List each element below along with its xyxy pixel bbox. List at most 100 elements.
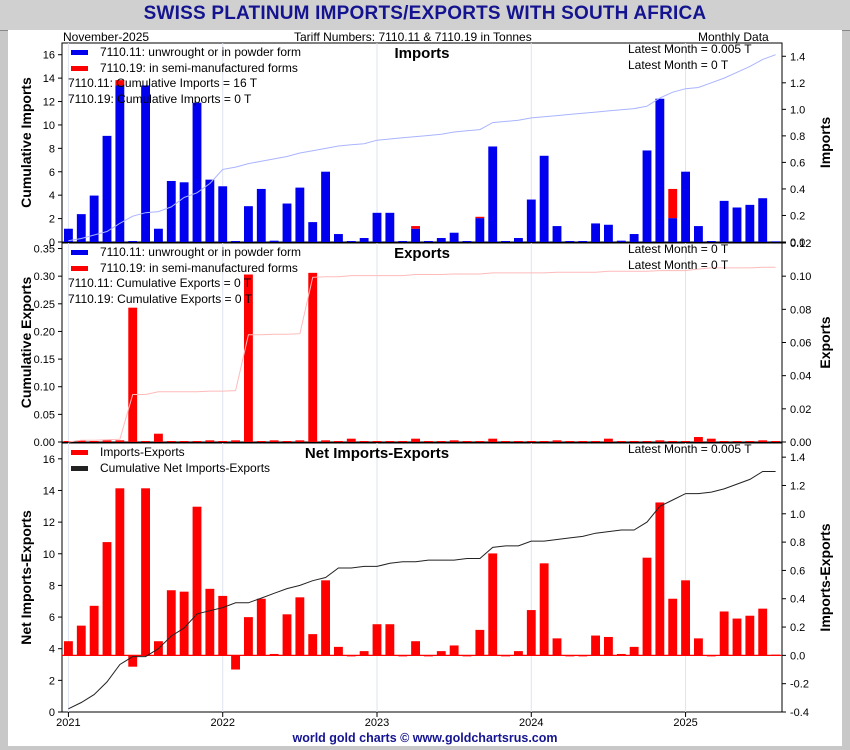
bar-7110-19 bbox=[346, 438, 356, 442]
bar-7110-11 bbox=[218, 186, 228, 242]
x-tick-label: 2022 bbox=[210, 717, 234, 729]
bar-net bbox=[565, 655, 575, 657]
bar-zero bbox=[475, 441, 485, 442]
bar-7110-11 bbox=[526, 199, 536, 242]
bar-7110-11 bbox=[282, 203, 292, 242]
bar-net bbox=[539, 563, 549, 656]
latest-month: Latest Month = 0.005 T bbox=[628, 442, 752, 456]
bar-zero bbox=[424, 241, 433, 242]
bar-7110-11 bbox=[758, 198, 768, 242]
bar-7110-11 bbox=[745, 204, 755, 242]
bar-7110-11 bbox=[76, 214, 86, 242]
right-axis-label: Imports-Exports bbox=[817, 523, 833, 631]
right-tick-label: 1.0 bbox=[790, 509, 805, 521]
bar-7110-11 bbox=[166, 180, 176, 242]
bar-net bbox=[616, 653, 626, 656]
bar-net bbox=[642, 557, 652, 656]
bar-7110-19 bbox=[758, 440, 768, 442]
x-tick-label: 2024 bbox=[519, 717, 543, 729]
bar-zero bbox=[771, 441, 780, 442]
bar-7110-11 bbox=[385, 212, 395, 242]
bar-net bbox=[321, 580, 330, 656]
bar-zero bbox=[578, 241, 588, 242]
bar-zero bbox=[681, 441, 690, 442]
bar-net bbox=[745, 615, 755, 656]
bar-7110-11 bbox=[205, 179, 215, 242]
legend-swatch bbox=[71, 450, 88, 455]
bar-7110-19 bbox=[488, 438, 498, 442]
bar-7110-19 bbox=[475, 216, 485, 219]
bar-7110-19 bbox=[668, 188, 678, 219]
right-tick-label: 0.8 bbox=[790, 537, 805, 549]
bar-net bbox=[179, 591, 189, 656]
bar-zero bbox=[706, 241, 716, 242]
bar-net bbox=[424, 655, 433, 657]
bar-net bbox=[501, 655, 510, 657]
bar-7110-11 bbox=[154, 228, 163, 242]
bar-7110-11 bbox=[256, 188, 266, 242]
cumulative-note: 7110.11: Cumulative Imports = 16 T bbox=[68, 76, 258, 90]
bar-zero bbox=[745, 441, 755, 442]
bar-7110-11 bbox=[192, 102, 202, 242]
bar-7110-11 bbox=[616, 240, 626, 242]
bar-net bbox=[205, 588, 215, 656]
panel-title: Imports bbox=[394, 45, 449, 62]
left-tick-label: 10 bbox=[43, 549, 55, 561]
latest-month: Latest Month = 0.005 T bbox=[628, 42, 752, 56]
bar-7110-11 bbox=[141, 85, 150, 242]
bar-net bbox=[218, 595, 228, 656]
x-tick-label: 2021 bbox=[56, 717, 80, 729]
x-axis: 2021 2022 2023 2024 2025 bbox=[56, 712, 698, 729]
bar-net bbox=[89, 605, 99, 656]
bar-zero bbox=[642, 441, 652, 442]
title-bar: SWISS PLATINUM IMPORTS/EXPORTS WITH SOUT… bbox=[0, 0, 850, 31]
bar-7110-11 bbox=[89, 195, 99, 242]
cumulative-note: 7110.19: Cumulative Exports = 0 T bbox=[68, 292, 253, 306]
left-tick-label: 0.10 bbox=[34, 382, 55, 394]
bar-7110-11 bbox=[321, 171, 330, 242]
right-tick-label: -0.4 bbox=[790, 707, 809, 719]
right-tick-label: 0.2 bbox=[790, 210, 805, 222]
bar-7110-11 bbox=[244, 206, 253, 242]
bar-7110-19 bbox=[128, 307, 138, 442]
bar-zero bbox=[282, 441, 292, 442]
bar-7110-11 bbox=[488, 146, 498, 242]
left-tick-label: 0.05 bbox=[34, 409, 55, 421]
bar-7110-11 bbox=[295, 187, 305, 242]
bar-7110-11 bbox=[475, 218, 485, 242]
left-axis-label: Net Imports-Exports bbox=[18, 510, 34, 645]
bar-zero bbox=[462, 441, 472, 442]
bar-7110-11 bbox=[719, 200, 729, 242]
left-tick-label: 8 bbox=[49, 143, 55, 155]
bar-net bbox=[398, 655, 408, 657]
right-tick-label: 0.4 bbox=[790, 184, 805, 196]
legend-swatch bbox=[71, 66, 88, 71]
bar-7110-19 bbox=[244, 274, 253, 442]
right-axis-label: Exports bbox=[817, 316, 833, 368]
bar-net bbox=[732, 618, 742, 656]
bar-net bbox=[269, 653, 279, 656]
left-tick-label: 12 bbox=[43, 97, 55, 109]
chart-title: SWISS PLATINUM IMPORTS/EXPORTS WITH SOUT… bbox=[143, 3, 707, 24]
legend-label: Cumulative Net Imports-Exports bbox=[100, 461, 270, 475]
bar-net bbox=[256, 598, 266, 656]
right-tick-label: 0.0 bbox=[790, 650, 805, 662]
bar-zero bbox=[436, 441, 446, 442]
legend-label: 7110.19: in semi-manufactured forms bbox=[100, 61, 298, 75]
bar-net bbox=[629, 646, 639, 656]
bar-7110-11 bbox=[732, 207, 742, 242]
bar-7110-11 bbox=[359, 238, 369, 242]
bar-7110-19 bbox=[102, 440, 112, 442]
bar-zero bbox=[526, 441, 536, 442]
bar-7110-19 bbox=[552, 440, 562, 442]
bar-7110-19 bbox=[411, 438, 420, 442]
right-tick-label: 1.2 bbox=[790, 78, 805, 90]
bar-net bbox=[591, 635, 600, 656]
bar-net bbox=[282, 614, 292, 656]
bar-net bbox=[385, 624, 395, 656]
bar-7110-19 bbox=[115, 440, 125, 442]
bar-net bbox=[771, 654, 780, 656]
bar-7110-11 bbox=[269, 240, 279, 242]
bar-zero bbox=[218, 441, 228, 442]
bar-7110-19 bbox=[321, 440, 330, 442]
